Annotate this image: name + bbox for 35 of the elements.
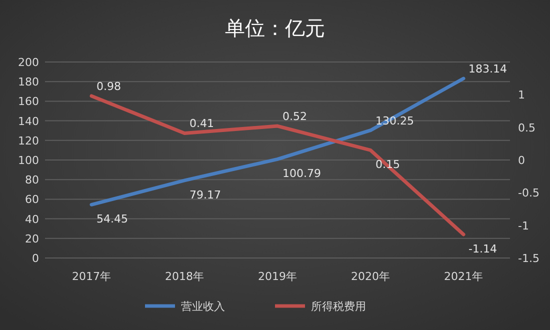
- x-tick-label: 2021年: [444, 270, 483, 283]
- legend-label: 营业收入: [181, 300, 225, 313]
- y2-tick-label: 0: [518, 154, 525, 167]
- legend-label: 所得税费用: [311, 300, 366, 313]
- y-tick-label: 60: [25, 193, 39, 206]
- y2-tick-label: -1.5: [518, 252, 540, 265]
- data-label: 0.41: [190, 117, 214, 130]
- line-series: [90, 76, 466, 206]
- data-label: 0.98: [96, 80, 121, 93]
- data-label: 0.52: [282, 110, 307, 124]
- y2-tick-label: -0.5: [518, 186, 540, 200]
- y-tick-label: 100: [18, 154, 39, 167]
- y-tick-label: 40: [25, 212, 39, 226]
- y-tick-label: 180: [18, 76, 39, 89]
- y-tick-label: 140: [18, 114, 39, 128]
- y-tick-label: 200: [18, 56, 39, 69]
- y-tick-label: 120: [18, 134, 39, 148]
- y2-tick-label: 1: [518, 88, 525, 102]
- y-tick-label: 80: [25, 174, 39, 187]
- y2-tick-label: -1: [518, 219, 529, 232]
- y-tick-label: 160: [18, 95, 39, 108]
- data-label: 100.79: [282, 167, 321, 180]
- line-series: [90, 94, 466, 236]
- data-label: -1.14: [468, 242, 497, 256]
- data-label: 54.45: [96, 212, 128, 226]
- x-tick-label: 2019年: [258, 270, 297, 283]
- x-tick-label: 2018年: [165, 270, 204, 283]
- y-tick-label: 20: [25, 232, 39, 246]
- data-label: 183.14: [468, 62, 507, 76]
- x-tick-label: 2017年: [72, 270, 111, 283]
- y-tick-label: 0: [32, 252, 39, 265]
- x-tick-label: 2020年: [351, 270, 390, 283]
- y2-tick-label: 0.5: [518, 121, 536, 134]
- chart-title: 单位：亿元: [225, 16, 325, 40]
- data-label: 79.17: [190, 188, 221, 202]
